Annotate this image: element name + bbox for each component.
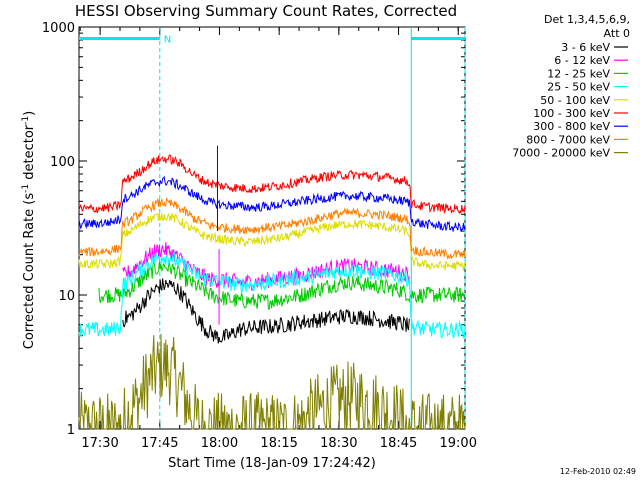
x-axis-label: Start Time (18-Jan-09 17:24:42) [168,456,376,471]
night-annotation-n: N [164,35,171,46]
y-axis: 1 10 100 1000 [42,21,465,438]
footer-timestamp: 12-Feb-2010 02:49 [560,467,636,476]
series-line-6-12-kev [122,242,410,291]
legend-label: 800 - 7000 keV [526,133,610,146]
legend-label: 300 - 800 keV [533,120,610,133]
legend-label: 12 - 25 keV [547,67,610,80]
legend-label: 3 - 6 keV [561,41,610,54]
x-tick-label: 18:00 [201,436,238,451]
legend-label: 25 - 50 keV [547,81,610,94]
legend-label: 7000 - 20000 keV [512,147,610,160]
series-line-100-300-kev [78,154,466,215]
x-tick-label: 18:30 [320,436,357,451]
series-line-50-100-kev [78,211,466,271]
y-axis-label-sup1: -1 [21,184,31,193]
x-tick-label: 18:15 [260,436,297,451]
series-line-3-6-kev [122,278,410,344]
x-tick-label: 19:00 [440,436,477,451]
plot-decorations: N [79,27,466,429]
series-line-25-50-kev [78,252,466,340]
y-tick-label: 1000 [42,21,75,36]
series-layer [78,145,466,430]
series-line-800-7000-kev [78,196,466,260]
series-line-12-25-kev [98,260,466,310]
x-tick-label: 17:30 [81,436,118,451]
y-axis-label: Corrected Count Rate (s-1 detector-1) [21,111,37,349]
y-tick-label: 100 [50,155,75,170]
legend-header-2: Att 0 [604,27,630,40]
y-axis-label-mid: detector [22,124,37,184]
legend-label: 50 - 100 keV [540,94,610,107]
y-axis-label-sup2: -1 [21,116,31,125]
chart-title: HESSI Observing Summary Count Rates, Cor… [75,2,457,20]
series-line-300-800-kev [78,175,466,232]
y-axis-label-main: Corrected Count Rate (s [22,193,37,350]
legend-label: 6 - 12 keV [554,54,610,67]
x-tick-label: 18:45 [380,436,417,451]
x-tick-label: 17:45 [141,436,178,451]
legend-label: 100 - 300 keV [533,107,610,120]
series-line-7000-20000-kev [78,333,466,430]
y-tick-label: 10 [58,289,75,304]
legend-header-1: Det 1,3,4,5,6,9, [544,13,630,26]
y-axis-label-end: ) [22,111,37,116]
y-tick-label: 1 [67,423,75,438]
